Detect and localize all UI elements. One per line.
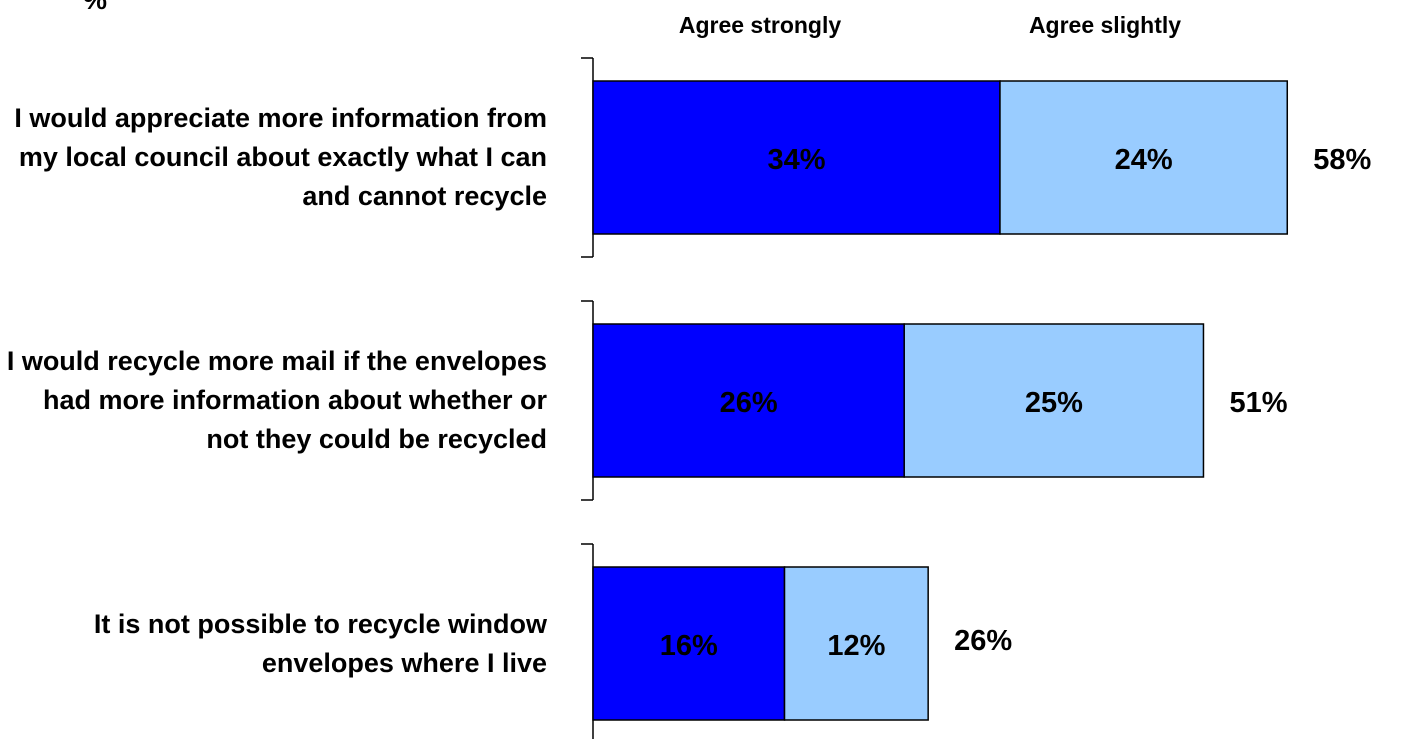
bar-segment <box>592 566 786 721</box>
axis-unit-label: % <box>83 0 107 15</box>
total-label: 58% <box>1313 144 1371 176</box>
category-label: It is not possible to recycle window env… <box>93 608 547 678</box>
legend-entry: Agree strongly <box>679 12 842 38</box>
data-label: 26% <box>720 387 778 419</box>
total-label: 26% <box>954 625 1012 657</box>
bar-segment <box>592 323 905 478</box>
data-label: 34% <box>767 144 825 176</box>
bar-segment <box>783 566 929 721</box>
legend-entry: Agree slightly <box>1029 12 1181 38</box>
bar-segment <box>903 323 1205 478</box>
data-label: 12% <box>827 630 885 662</box>
data-label: 24% <box>1115 144 1173 176</box>
category-label: I would recycle more mail if the envelop… <box>6 346 547 454</box>
total-label: 51% <box>1229 387 1287 419</box>
data-label: 25% <box>1025 387 1083 419</box>
bar-segment <box>592 80 1001 235</box>
bar-segment <box>999 80 1289 235</box>
data-label: 16% <box>660 630 718 662</box>
category-label: I would appreciate more information from… <box>14 103 547 211</box>
